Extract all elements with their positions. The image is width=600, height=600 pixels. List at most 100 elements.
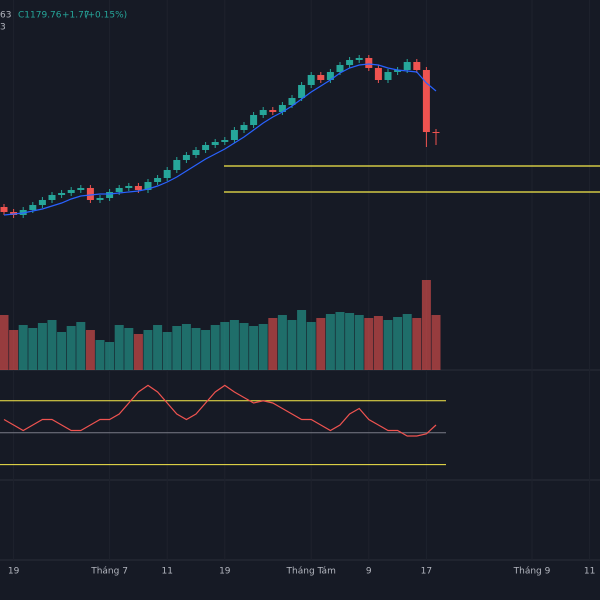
- candle-body: [211, 142, 219, 145]
- indicator-text: 3: [0, 23, 6, 33]
- candle-body: [298, 85, 306, 98]
- volume-bar: [220, 322, 230, 370]
- candle-body: [403, 62, 411, 70]
- volume-bar: [66, 326, 76, 370]
- candle-body: [173, 160, 181, 170]
- volume-bar: [0, 315, 9, 370]
- candle-body: [278, 105, 286, 112]
- volume-bar: [364, 318, 374, 370]
- volume-bar: [277, 315, 287, 370]
- x-tick-label: Tháng Tám: [286, 567, 336, 577]
- x-tick-label: Tháng 7: [90, 567, 128, 577]
- candle-body: [317, 75, 325, 80]
- candle-body: [67, 190, 75, 193]
- volume-bar: [201, 330, 211, 370]
- candle-body: [365, 58, 373, 68]
- x-tick-label: 11: [161, 567, 172, 577]
- candle-body: [58, 193, 66, 195]
- ohlc-text: (+0.15%): [84, 11, 127, 21]
- volume-bar: [37, 323, 47, 370]
- candle-body: [86, 188, 94, 200]
- candle-body: [115, 188, 123, 192]
- candle-body: [394, 70, 402, 72]
- candle-body: [346, 60, 354, 65]
- oscillator-line: [3, 384, 437, 437]
- candle-body: [250, 115, 258, 125]
- volume-bar: [191, 328, 201, 370]
- volume-bar: [412, 318, 422, 370]
- candle-body: [326, 72, 334, 80]
- candle-body: [374, 68, 382, 80]
- candle-body: [48, 195, 56, 200]
- volume-bar: [47, 320, 57, 370]
- candle-body: [336, 65, 344, 72]
- candle-body: [106, 192, 114, 198]
- volume-bar: [162, 332, 172, 370]
- volume-bar: [76, 322, 86, 370]
- candle-body: [77, 188, 85, 190]
- candle-body: [182, 155, 190, 160]
- candle-body: [432, 132, 440, 133]
- volume-bar: [124, 328, 134, 370]
- volume-bar: [335, 312, 345, 370]
- candle-body: [221, 140, 229, 142]
- candle-body: [230, 130, 238, 140]
- volume-bar: [114, 325, 124, 370]
- x-tick-label: 19: [219, 567, 231, 577]
- ma-line: [3, 63, 437, 216]
- candle-body: [384, 72, 392, 80]
- candle-body: [144, 182, 152, 190]
- volume-bar: [297, 310, 307, 370]
- volume-bar: [28, 328, 38, 370]
- candle-body: [134, 186, 142, 190]
- ohlc-text: 63: [0, 11, 11, 21]
- candle-body: [0, 207, 8, 212]
- volume-bar: [143, 330, 153, 370]
- volume-bar: [57, 332, 67, 370]
- volume-bar: [421, 280, 431, 370]
- candle-body: [259, 110, 267, 115]
- volume-bar: [172, 326, 182, 370]
- x-tick-label: 9: [366, 567, 372, 577]
- volume-bar: [181, 324, 191, 370]
- candle-body: [154, 178, 162, 182]
- volume-bar: [268, 318, 278, 370]
- volume-bar: [383, 320, 393, 370]
- volume-bar: [393, 317, 403, 370]
- candle-body: [163, 170, 171, 178]
- volume-bar: [153, 325, 163, 370]
- volume-bar: [431, 315, 441, 370]
- volume-bar: [249, 326, 259, 370]
- candle-body: [307, 75, 315, 85]
- candle-body: [288, 98, 296, 105]
- ohlc-text: +1.77: [62, 11, 90, 21]
- candle-body: [355, 58, 363, 60]
- ohlc-text: C1179.76: [18, 11, 62, 21]
- candle-body: [192, 150, 200, 155]
- candle-body: [96, 198, 104, 200]
- volume-bar: [325, 314, 335, 370]
- volume-bar: [95, 340, 105, 370]
- candle-body: [202, 145, 210, 150]
- volume-bar: [229, 320, 239, 370]
- volume-bar: [210, 325, 220, 370]
- x-tick-label: Tháng 9: [513, 567, 551, 577]
- x-tick-label: 11: [584, 567, 595, 577]
- volume-bar: [239, 323, 249, 370]
- volume-bar: [9, 330, 19, 370]
- volume-bar: [345, 313, 355, 370]
- volume-bar: [133, 334, 143, 370]
- volume-bar: [306, 322, 316, 370]
- x-tick-label: 17: [421, 567, 432, 577]
- volume-bar: [287, 320, 297, 370]
- candle-body: [38, 200, 46, 205]
- volume-bar: [373, 316, 383, 370]
- candle-body: [422, 70, 430, 132]
- volume-bar: [316, 318, 326, 370]
- volume-bar: [18, 325, 28, 370]
- candle-body: [413, 62, 421, 70]
- x-tick-label: 19: [8, 567, 20, 577]
- volume-bar: [258, 324, 268, 370]
- candle-body: [269, 110, 277, 112]
